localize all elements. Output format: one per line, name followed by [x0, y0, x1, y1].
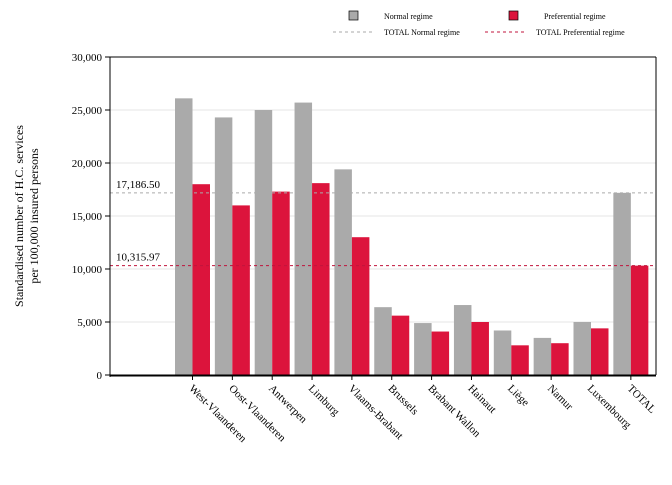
x-tick-label: Namur	[545, 383, 575, 413]
bar-preferential	[312, 183, 330, 375]
y-axis-label-line: per 100,000 insured persons	[27, 148, 41, 284]
reference-lines: 17,186.50 10,315.97	[110, 179, 656, 267]
bar-normal	[414, 323, 432, 375]
bar-preferential	[471, 322, 489, 375]
legend: Normal regime Preferential regime TOTAL No…	[333, 10, 625, 37]
y-tick-label: 15,000	[72, 211, 103, 223]
bar-preferential	[192, 184, 210, 375]
y-tick-label: 30,000	[72, 52, 103, 64]
bar-normal	[573, 322, 591, 375]
y-tick-label: 20,000	[72, 158, 103, 170]
x-tick-label: TOTAL	[625, 383, 658, 416]
bar-preferential	[591, 328, 609, 375]
x-tick-label: Limburg	[306, 383, 342, 419]
y-axis-label-line: Standardised number of H.C. services	[12, 125, 26, 307]
bar-normal	[254, 110, 273, 375]
y-tick-label: 25,000	[72, 105, 103, 117]
reference-line-label: 10,315.97	[116, 252, 161, 264]
bar-normal	[613, 192, 631, 375]
y-axis-label: Standardised number of H.C. services per …	[12, 125, 41, 307]
bar-normal	[453, 305, 472, 375]
bar-normal	[533, 337, 552, 375]
legend-label: Normal regime	[384, 12, 433, 21]
bars	[175, 98, 649, 376]
legend-swatch	[508, 10, 519, 21]
y-tick-label: 10,000	[72, 264, 103, 276]
bar-preferential	[391, 315, 410, 375]
bar-normal	[214, 117, 233, 376]
legend-label: TOTAL Preferential regime	[536, 28, 625, 37]
x-tick-label: Hainaut	[465, 383, 498, 416]
reference-line-label: 17,186.50	[116, 179, 161, 191]
bar-preferential	[630, 265, 649, 375]
bar-preferential	[351, 237, 370, 375]
bar-preferential	[431, 331, 450, 375]
bar-preferential	[232, 205, 250, 375]
legend-label: TOTAL Normal regime	[384, 28, 460, 37]
y-ticks: 0 5,000 10,000 15,000 20,000 25,000 30,000	[72, 52, 110, 382]
bar-preferential	[272, 191, 290, 375]
legend-swatch	[348, 10, 359, 21]
x-tick-label: Liège	[505, 383, 531, 409]
y-tick-label: 0	[97, 370, 103, 382]
x-tick-label: Brussels	[386, 383, 421, 418]
legend-label: Preferential regime	[544, 12, 606, 21]
bar-normal	[334, 169, 352, 375]
x-tick-labels: West-VlaanderenOost-VlaanderenAntwerpenL…	[186, 376, 658, 445]
bar-preferential	[551, 343, 569, 375]
y-tick-label: 5,000	[77, 317, 102, 329]
bar-normal	[493, 330, 512, 375]
bar-normal	[175, 98, 193, 375]
bar-normal	[294, 102, 313, 375]
bar-normal	[374, 307, 392, 375]
bar-preferential	[511, 345, 529, 375]
